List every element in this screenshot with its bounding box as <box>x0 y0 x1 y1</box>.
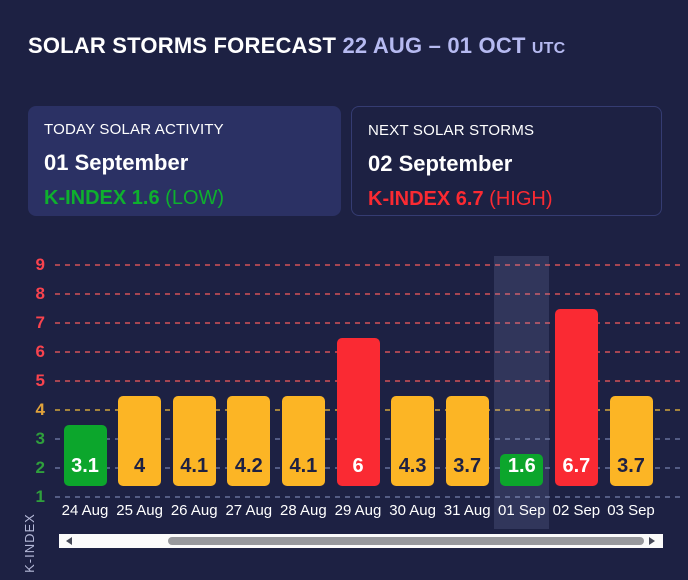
kindex-bar[interactable]: 4.3 <box>391 395 435 486</box>
bar-value-label: 4.3 <box>398 455 427 477</box>
bar-value-label: 4.1 <box>289 455 318 477</box>
kindex-bar[interactable]: 4.2 <box>227 395 271 486</box>
kindex-value: 6.7 <box>455 188 484 210</box>
today-kindex: K-INDEX 1.6 (LOW) <box>44 187 325 210</box>
kindex-bar[interactable]: 6 <box>336 337 380 486</box>
bar-value-label: 4.1 <box>180 455 209 477</box>
next-storm-date: 02 September <box>368 151 513 176</box>
y-tick-label: 8 <box>35 284 45 303</box>
x-tick-label: 02 Sep <box>552 502 601 519</box>
bar-value-label: 4.2 <box>234 455 263 477</box>
y-tick-label: 2 <box>35 458 45 477</box>
page-title: SOLAR STORMS FORECAST 22 AUG – 01 OCT UT… <box>28 33 565 59</box>
x-tick-label: 25 Aug <box>116 502 163 519</box>
kindex-bar[interactable]: 4.1 <box>172 395 216 486</box>
kindex-bar[interactable]: 3.7 <box>609 395 653 486</box>
card-label: TODAY SOLAR ACTIVITY <box>44 121 224 138</box>
highlighted-day-band <box>494 256 550 529</box>
x-tick-label: 29 Aug <box>334 502 382 519</box>
x-tick-label: 24 Aug <box>61 502 109 519</box>
forecast-date-range: 22 AUG – 01 OCT <box>342 33 526 58</box>
chart-scrollbar-thumb[interactable] <box>168 537 644 545</box>
x-tick-label: 26 Aug <box>170 502 218 519</box>
bar-value-label: 4 <box>134 455 146 477</box>
y-tick-label: 4 <box>35 400 45 419</box>
card-label: NEXT SOLAR STORMS <box>368 122 535 139</box>
bar-value-label: 3.7 <box>617 455 645 477</box>
y-tick-label: 9 <box>35 255 45 274</box>
kindex-bar[interactable]: 4.1 <box>281 395 325 486</box>
page-title-text: SOLAR STORMS FORECAST <box>28 33 337 58</box>
scroll-right-icon[interactable] <box>649 537 655 545</box>
bar-value-label: 6 <box>352 455 364 477</box>
kindex-level: (HIGH) <box>489 188 553 210</box>
kindex-value: 1.6 <box>131 187 160 209</box>
x-tick-label: 30 Aug <box>389 502 436 519</box>
next-kindex: K-INDEX 6.7 (HIGH) <box>368 188 645 211</box>
gridline <box>55 496 684 498</box>
chart-scrollbar[interactable] <box>59 534 663 548</box>
bar-value-label: 1.6 <box>507 455 536 477</box>
bar-value-label: 3.7 <box>453 455 482 477</box>
bar-value-label: 6.7 <box>562 455 591 477</box>
y-tick-label: 5 <box>35 371 45 390</box>
x-tick-label: 28 Aug <box>280 502 327 519</box>
kindex-bar[interactable]: 4 <box>118 395 162 486</box>
today-solar-activity-card: TODAY SOLAR ACTIVITY 01 September K-INDE… <box>28 106 341 216</box>
today-date: 01 September <box>44 150 189 175</box>
kindex-bar[interactable]: 6.7 <box>554 308 598 486</box>
gridline <box>55 293 684 295</box>
x-tick-label: 31 Aug <box>443 502 491 519</box>
x-tick-label: 01 Sep <box>498 502 546 519</box>
y-tick-label: 3 <box>35 429 45 448</box>
kindex-label: K-INDEX <box>44 187 127 209</box>
x-tick-label: 03 Sep <box>607 502 655 519</box>
kindex-bar[interactable]: 3.7 <box>445 395 489 486</box>
next-solar-storms-card: NEXT SOLAR STORMS 02 September K-INDEX 6… <box>351 106 662 216</box>
y-axis-title: K-INDEX <box>22 513 37 573</box>
kindex-label: K-INDEX <box>368 188 451 210</box>
kindex-bar[interactable]: 3.1 <box>63 424 107 486</box>
scroll-left-icon[interactable] <box>66 537 72 545</box>
kindex-level: (LOW) <box>165 187 225 209</box>
x-tick-label: 27 Aug <box>225 502 273 519</box>
kindex-chart: K-INDEX 1 2 3 4 5 6 7 8 9 3.1 24 Aug 4 25 Aug 4.1 26 A… <box>0 240 688 580</box>
bar-value-label: 3.1 <box>71 455 99 477</box>
y-tick-label: 6 <box>35 342 45 361</box>
gridline <box>55 322 684 324</box>
kindex-bar[interactable]: 1.6 <box>500 453 544 486</box>
gridline <box>55 264 684 266</box>
y-tick-label: 1 <box>35 487 45 506</box>
timezone-label: UTC <box>531 40 566 57</box>
y-tick-label: 7 <box>35 313 45 332</box>
